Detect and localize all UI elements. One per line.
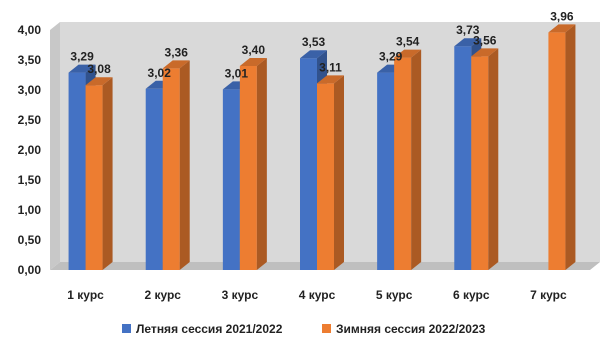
y-tick-label: 2,00 (18, 143, 42, 157)
data-label: 3,11 (319, 60, 342, 74)
bar-front (548, 32, 566, 271)
data-label: 3,53 (302, 35, 326, 49)
bar-2-1 (85, 77, 113, 270)
data-label: 3,29 (379, 50, 403, 64)
bar-front (68, 72, 86, 270)
bar-side (256, 58, 267, 270)
data-label: 3,54 (396, 35, 420, 49)
bar-front (85, 85, 103, 270)
bar-2-6 (471, 48, 499, 271)
bar-front (222, 89, 240, 271)
bar-top (394, 49, 422, 58)
y-tick-label: 3,50 (18, 53, 42, 67)
bar-top (317, 75, 344, 84)
legend-item-2: Зимняя сессия 2022/2023 (322, 322, 486, 336)
x-tick-label: 1 курс (67, 288, 104, 302)
bars (68, 24, 576, 271)
bar-front (394, 57, 412, 270)
data-label: 3,29 (70, 50, 94, 64)
bar-2-3 (239, 58, 267, 270)
bar-front (239, 66, 257, 270)
x-tick-label: 5 курс (376, 288, 413, 302)
bar-top (162, 60, 190, 69)
bar-side (334, 75, 344, 271)
bar-top (454, 38, 482, 47)
bar-front (317, 83, 334, 271)
y-tick-label: 3,00 (18, 83, 42, 97)
bar-front (145, 88, 163, 270)
data-label: 3,96 (550, 9, 574, 23)
x-tick-label: 2 курс (144, 288, 181, 302)
bar-front (471, 56, 489, 271)
y-axis-ticks: 0,00 0,50 1,00 1,50 2,00 2,50 3,00 3,50 4,00 (18, 23, 42, 277)
x-tick-label: 3 курс (222, 288, 259, 302)
bar-side (411, 49, 422, 270)
x-tick-label: 7 курс (530, 288, 567, 302)
x-tick-label: 4 курс (299, 288, 336, 302)
bar-front (162, 68, 180, 271)
legend-swatch (322, 324, 331, 333)
data-label: 3,02 (148, 66, 172, 80)
bar-2-2 (162, 60, 190, 271)
bar-top (471, 48, 499, 57)
side-wall (50, 22, 60, 270)
bar-top (85, 77, 113, 86)
bar-side (102, 77, 113, 270)
legend-label: Летняя сессия 2021/2022 (136, 322, 283, 336)
y-tick-label: 1,50 (18, 173, 42, 187)
y-tick-label: 4,00 (18, 23, 42, 37)
bar-front (454, 46, 472, 271)
legend-item-1: Летняя сессия 2021/2022 (122, 322, 283, 336)
y-tick-label: 1,00 (18, 203, 42, 217)
bar-2-7 (548, 24, 576, 271)
legend: Летняя сессия 2021/2022 Зимняя сессия 202… (122, 322, 486, 336)
legend-label: Зимняя сессия 2022/2023 (336, 322, 486, 336)
data-label: 3,01 (225, 66, 249, 80)
bar-top (239, 58, 267, 66)
bar-top (300, 50, 327, 59)
data-labels: 3,293,08 3,023,363,013,403,533,113,293,54… (70, 9, 574, 80)
legend-swatch (122, 324, 131, 333)
bar-side (488, 48, 499, 271)
bar-2-4 (317, 75, 344, 271)
data-label: 3,73 (456, 23, 480, 37)
y-tick-label: 2,50 (18, 113, 42, 127)
x-tick-label: 6 курс (453, 288, 490, 302)
data-label: 3,56 (473, 33, 497, 47)
bar-top (68, 64, 96, 73)
data-label: 3,36 (165, 45, 189, 59)
y-tick-label: 0,00 (18, 263, 42, 277)
bar-top (548, 24, 576, 33)
data-label: 3,40 (242, 43, 266, 57)
bar-front (377, 72, 395, 270)
y-tick-label: 0,50 (18, 233, 42, 247)
x-axis-ticks: 1 курс 2 курс 3 курс 4 курс 5 курс 6 курс 7 ку… (67, 288, 567, 302)
bar-front (300, 58, 317, 271)
bar-side (179, 60, 190, 271)
data-label: 3,08 (87, 62, 111, 76)
bar-2-5 (394, 49, 422, 270)
bar-side (565, 24, 576, 271)
